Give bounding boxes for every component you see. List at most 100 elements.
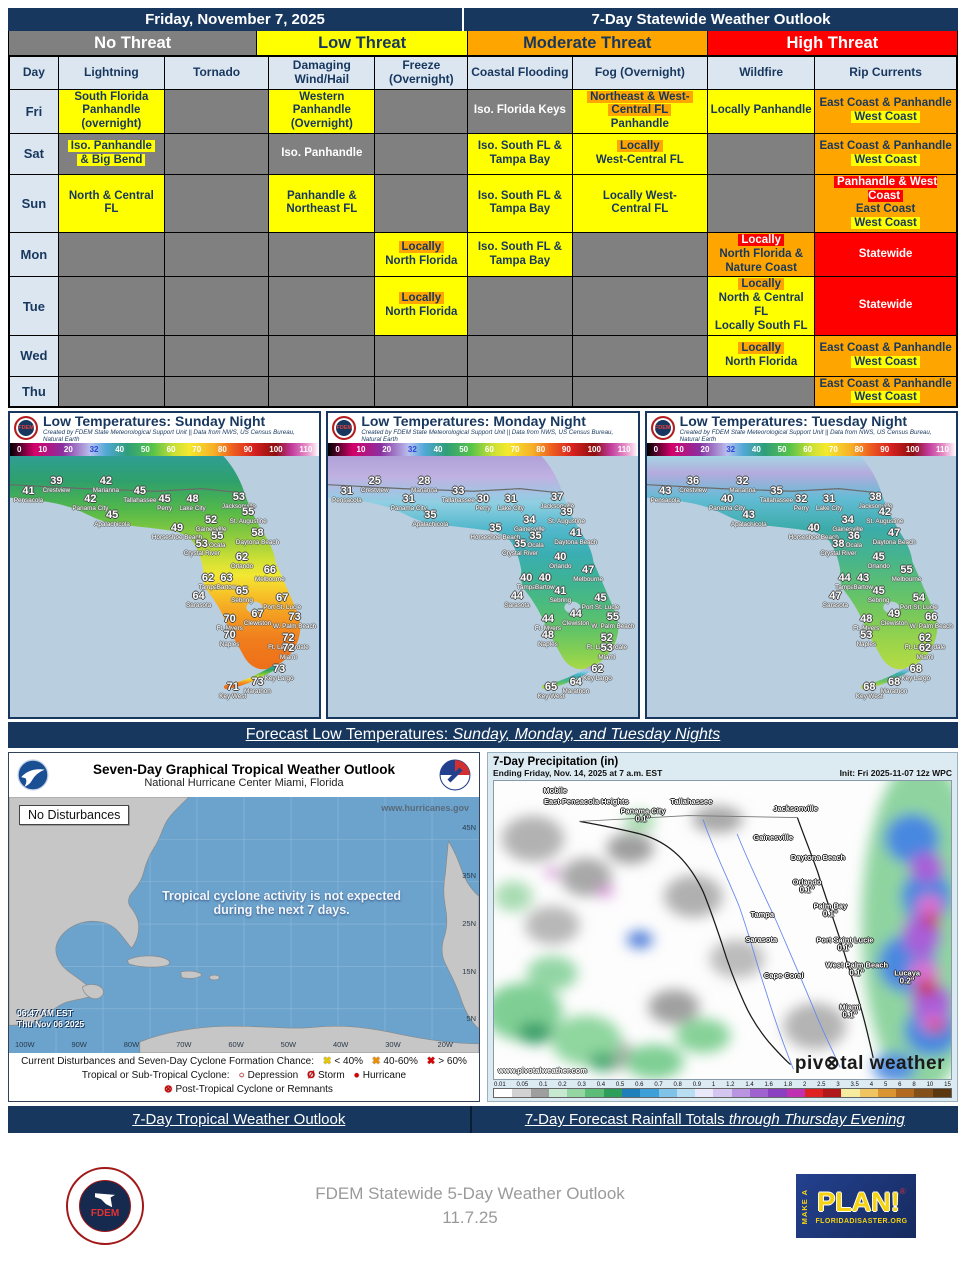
footer-line1: FDEM Statewide 5-Day Weather Outlook	[315, 1184, 625, 1204]
precip-tick: 4	[869, 1082, 874, 1089]
temp-maps-row: FDEM Low Temperatures: Sunday Night Crea…	[8, 411, 958, 720]
precip-tick: 15	[944, 1082, 951, 1089]
temp-map-title: Low Temperatures: Monday Night	[361, 412, 586, 429]
tropical-subtitle: National Hurricane Center Miami, Florida	[144, 776, 344, 789]
hazard-cell	[374, 88, 469, 134]
threat-legend: No Threat Low Threat Moderate Threat High T…	[8, 31, 958, 55]
scale-segment	[658, 1089, 677, 1098]
hazard-cell	[374, 375, 469, 408]
legend-row: Tropical or Sub-Tropical Cyclone: ○ Depres…	[81, 1070, 407, 1082]
hazard-cell: East Coast & Panhandle West Coast	[814, 375, 958, 408]
scale-tick: 20	[382, 445, 392, 455]
scale-tick: 90	[880, 445, 890, 455]
hazard-cell	[374, 173, 469, 234]
precip-city-label: Tallahassee	[670, 796, 713, 806]
footer-line2: 11.7.25	[442, 1208, 498, 1228]
precip-city-label: Daytona Beach	[790, 853, 846, 862]
precip-panel: 7-Day Precipitation (in) Ending Friday, …	[487, 752, 958, 1103]
tropical-outlook-panel: Seven-Day Graphical Tropical Weather Out…	[8, 752, 480, 1103]
hazard-cell: Iso. South FL & Tampa Bay	[467, 132, 573, 175]
hazard-cell: Panhandle & West Coast East Coast West Coa…	[814, 173, 958, 234]
scale-segment	[823, 1089, 842, 1098]
low-temp-map-panel: FDEM Low Temperatures: Sunday Night Crea…	[8, 411, 322, 720]
precip-tick: 0.05	[516, 1082, 529, 1089]
precip-init: Init: Fri 2025-11-07 12z WPC	[839, 768, 952, 779]
hazard-cell: Locally Panhandle	[707, 88, 816, 134]
lat-labels: 45N 35N 25N 15N 5N	[462, 823, 476, 1023]
hazard-cell: East Coast & Panhandle West Coast	[814, 132, 958, 175]
outlook-title: 7-Day Statewide Weather Outlook	[591, 11, 831, 28]
scale-tick: 40	[115, 445, 125, 455]
scale-tick: 70	[192, 445, 202, 455]
fdem-logo-icon: FDEM	[14, 416, 38, 441]
precip-tick: 0.3	[577, 1082, 586, 1089]
precip-city-label: Port Saint Lucie 0.1"	[816, 935, 874, 953]
hazard-cell: South Florida Panhandle (overnight)	[57, 88, 165, 134]
precip-map-body: www.pivotalweather.com piv⊗tal weather M…	[493, 780, 952, 1081]
precip-tick: 8	[912, 1082, 916, 1089]
hazard-cell: Statewide	[814, 276, 958, 336]
tropical-header: Seven-Day Graphical Tropical Weather Out…	[9, 753, 479, 797]
hazard-cell	[57, 276, 165, 336]
scale-segment	[914, 1089, 933, 1098]
florida-map-graphic	[10, 456, 301, 690]
fdem-seal-logo: FDEM	[66, 1167, 144, 1246]
hazard-cell: Locally West- Central FL	[571, 173, 709, 234]
column-header: Wildfire	[707, 55, 816, 90]
temp-map-header: FDEM Low Temperatures: Tuesday Night Cre…	[646, 413, 956, 444]
scale-tick: 0	[653, 445, 659, 455]
seal-label: FDEM	[90, 1208, 120, 1220]
lon-label: 40W	[332, 1040, 349, 1050]
hazard-cell	[163, 173, 270, 234]
lon-label: 60W	[228, 1040, 244, 1050]
precip-tick: 6	[898, 1082, 902, 1089]
precip-city-label: Palm Bay 0.1"	[813, 901, 848, 919]
hazard-cell	[571, 375, 709, 408]
column-header: Tornado	[163, 55, 270, 90]
hazard-cell: Northeast & West- Central FL Panhandle	[571, 88, 709, 134]
temp-map-subtitle: Created by FDEM State Meteorological Sup…	[43, 428, 295, 443]
lat-label: 45N	[462, 823, 476, 833]
registered-icon: ®	[899, 1187, 906, 1197]
hazard-cell	[268, 276, 376, 336]
precip-tick: 1.2	[726, 1082, 735, 1089]
scale-segment	[585, 1089, 604, 1098]
scale-tick: 70	[828, 445, 838, 455]
precip-tick: 2	[802, 1082, 807, 1089]
scale-segment	[749, 1089, 769, 1098]
precip-tick: 3.5	[850, 1082, 859, 1089]
precip-city-label: West Palm Beach 0.1"	[825, 960, 889, 978]
tropical-title: Seven-Day Graphical Tropical Weather Out…	[92, 761, 396, 777]
hazard-cell: Iso. Panhandle & Big Bend	[57, 132, 165, 175]
florida-shape-icon	[95, 1193, 115, 1208]
scale-tick: 50	[459, 445, 469, 455]
hazard-cell	[163, 232, 270, 278]
column-header: Freeze (Overnight)	[374, 55, 469, 90]
table-row: Sun North & Central FL Panhandle & Northeast…	[8, 173, 958, 234]
temperature-color-scale: 0 10 20 32 40 50 60 70 80 90 100 110	[10, 443, 320, 457]
precip-map-graphic	[494, 781, 951, 1080]
low-temp-map-panel: FDEM Low Temperatures: Tuesday Night Cre…	[644, 411, 958, 720]
hazard-cell: Locally North & Central FL Locally South F…	[707, 276, 816, 336]
hazard-cell	[163, 88, 270, 134]
florida-temperature-map: 31 Pensacola 25 Crestview 28 Marianna 31 Panama…	[328, 456, 638, 718]
scale-tick: 90	[561, 445, 571, 455]
precip-tick: 1.4	[745, 1082, 754, 1089]
day-cell: Wed	[8, 334, 59, 377]
column-header: Fog (Overnight)	[571, 55, 709, 90]
scale-tick: 10	[674, 445, 684, 455]
hazard-outlook-table: Day Lightning Tornado Damaging Wind/Hail Fre…	[8, 55, 958, 409]
scale-tick: 80	[536, 445, 546, 455]
hazard-cell	[707, 173, 816, 234]
scale-tick: 110	[617, 445, 631, 455]
outlook-body: Fri South Florida Panhandle (overnight) West…	[8, 88, 958, 408]
hazard-cell	[163, 334, 270, 377]
hazard-cell	[268, 232, 376, 278]
precip-scale-labels: 0.01 0.05 0.1 0.2 0.3 0.4 0.5 0.6 0.7 0.8 0.9 1 1.2 1…	[493, 1082, 952, 1088]
threat-level-moderate-threat: Moderate Threat	[467, 31, 708, 55]
title-bar: Friday, November 7, 2025 7-Day Statewide…	[8, 8, 958, 31]
x-yellow-symbol: ✖	[323, 1056, 332, 1068]
tropical-caption: 7-Day Tropical Weather Outlook	[8, 1106, 472, 1134]
temperature-color-scale: 0 10 20 32 40 50 60 70 80 90 100 110	[328, 443, 638, 457]
lat-label: 25N	[462, 918, 476, 928]
